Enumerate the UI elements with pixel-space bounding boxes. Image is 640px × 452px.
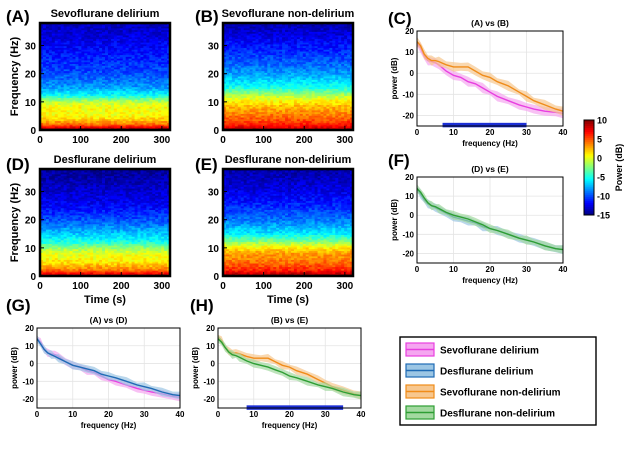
panel-a-letter: (A) — [6, 7, 30, 26]
y-tick-label: 20 — [25, 70, 37, 81]
x-tick-label: 300 — [154, 135, 171, 146]
panel-b-heatmap — [223, 23, 353, 130]
figure-canvas: (A) Sevoflurane delirium01020300 100 200 300… — [0, 0, 640, 452]
panel-b-letter: (B) — [195, 7, 219, 26]
x-tick-label: 100 — [72, 135, 89, 146]
y-tick-label: 30 — [25, 42, 37, 53]
x-tick-label: 0 — [37, 135, 43, 146]
y-tick-label: 0 — [30, 126, 36, 137]
panel-a-heatmap — [40, 23, 170, 130]
panel-b-title: Sevoflurane non-delirium — [222, 8, 355, 20]
panel-a-ylabel: Frequency (Hz) — [9, 36, 21, 116]
x-tick-label: 200 — [113, 135, 130, 146]
panel-a-title: Sevoflurane delirium — [51, 8, 160, 20]
y-tick-label: 10 — [25, 98, 37, 109]
